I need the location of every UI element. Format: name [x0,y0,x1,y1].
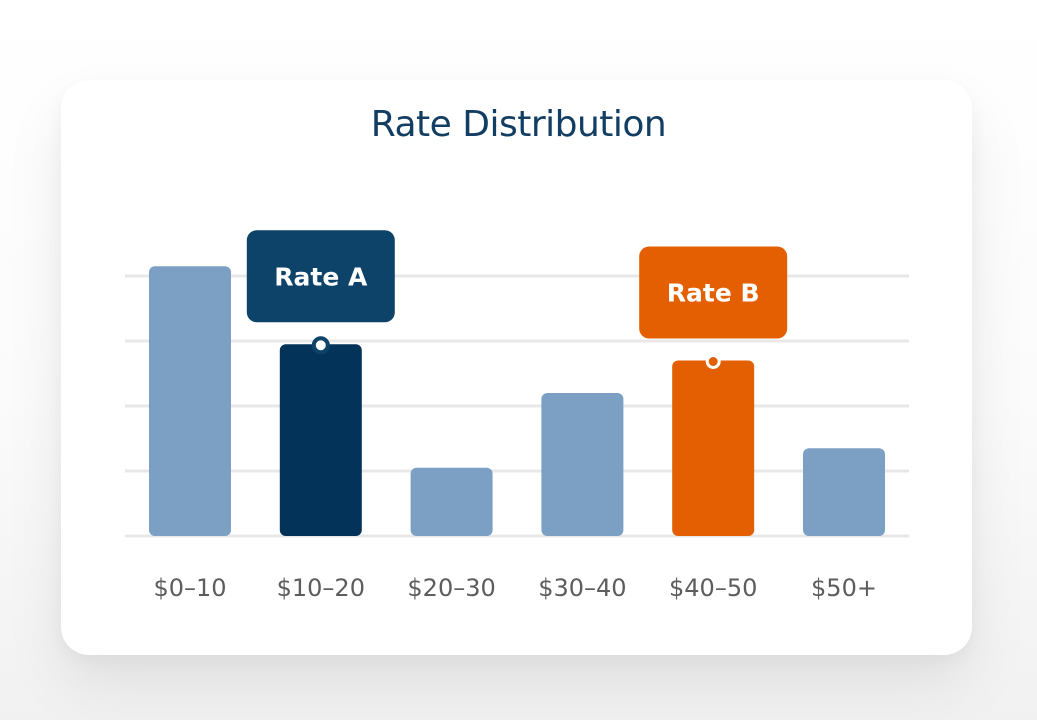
bar-4 [541,393,624,536]
x-tick-label: $40–50 [669,574,757,602]
callout-label: Rate A [274,262,368,291]
bars [149,266,885,536]
x-tick-label: $0–10 [153,574,226,602]
grid-lines [125,274,909,538]
x-tick-label: $10–20 [277,574,365,602]
x-tick-label: $20–30 [407,574,495,602]
callout-marker [311,336,330,355]
bar-2 [279,344,362,536]
bar-6 [803,448,885,536]
chart-title: Rate Distribution [370,104,667,145]
x-tick-label: $30–40 [538,574,626,602]
bar-3 [410,467,493,536]
bar-5 [672,360,755,536]
callouts: Rate A Rate B [246,230,788,369]
x-tick-labels: $0–10 $10–20 $20–30 $30–40 $40–50 $50+ [153,574,877,602]
x-tick-label: $50+ [811,574,877,602]
callout-box [246,230,395,323]
bar-1 [149,266,231,536]
callout-label: Rate B [667,279,760,308]
callout-box [639,246,788,339]
callout-marker [705,354,721,369]
